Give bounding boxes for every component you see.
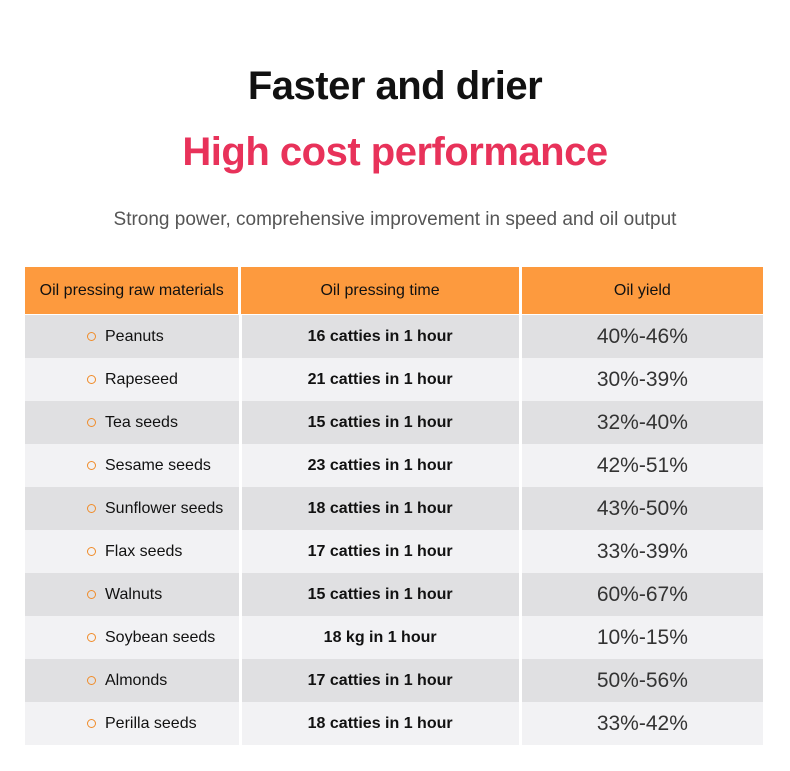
circle-bullet-icon [87,504,96,513]
pressing-time-cell: 15 catties in 1 hour [241,401,519,444]
material-cell: Sunflower seeds [25,487,239,530]
material-cell: Soybean seeds [25,616,239,659]
material-name: Sesame seeds [105,456,211,474]
oil-yield-cell: 10%-15% [521,616,763,659]
oil-yield-cell: 60%-67% [521,573,763,616]
material-name: Walnuts [105,585,163,603]
material-cell: Sesame seeds [25,444,239,487]
table-row: Soybean seeds 18 kg in 1 hour 10%-15% [25,616,763,659]
circle-bullet-icon [87,676,96,685]
oil-yield-cell: 43%-50% [521,487,763,530]
oil-yield-cell: 32%-40% [521,401,763,444]
page-subtitle: High cost performance [182,130,608,174]
oil-yield-value: 10%-15% [596,625,688,649]
column-header-materials: Oil pressing raw materials [25,267,239,314]
material-cell: Peanuts [25,315,239,358]
material-name: Sunflower seeds [105,499,224,517]
table-row: Peanuts 16 catties in 1 hour 40%-46% [25,315,763,358]
oil-yield-value: 32%-40% [596,410,688,434]
material-cell: Walnuts [25,573,239,616]
material-name: Tea seeds [105,413,178,431]
material-name: Soybean seeds [105,628,216,646]
material-cell: Perilla seeds [25,702,239,745]
oil-yield-cell: 33%-42% [521,702,763,745]
column-header-yield: Oil yield [521,267,764,314]
table-row: Perilla seeds 18 catties in 1 hour 33%-42% [25,702,763,745]
table-row: Rapeseed 21 catties in 1 hour 30%-39% [25,358,763,401]
table-row: Walnuts 15 catties in 1 hour 60%-67% [25,573,763,616]
oil-yield-cell: 30%-39% [521,358,763,401]
pressing-time-value: 21 catties in 1 hour [307,370,453,388]
oil-yield-cell: 42%-51% [521,444,763,487]
oil-yield-table: Oil pressing raw materials Oil pressing … [25,267,764,745]
oil-yield-value: 43%-50% [596,496,688,520]
circle-bullet-icon [87,461,96,470]
pressing-time-value: 18 kg in 1 hour [323,628,437,646]
pressing-time-value: 18 catties in 1 hour [307,499,453,517]
oil-yield-value: 42%-51% [596,453,688,477]
pressing-time-cell: 16 catties in 1 hour [241,315,519,358]
column-header-time: Oil pressing time [241,267,519,314]
oil-yield-value: 60%-67% [596,582,688,606]
pressing-time-value: 17 catties in 1 hour [307,671,453,689]
material-name: Flax seeds [105,542,183,560]
table-header-row: Oil pressing raw materials Oil pressing … [25,267,764,314]
page-tagline: Strong power, comprehensive improvement … [113,209,677,230]
table-row: Tea seeds 15 catties in 1 hour 32%-40% [25,401,763,444]
oil-yield-value: 40%-46% [596,324,688,348]
circle-bullet-icon [87,633,96,642]
material-cell: Almonds [25,659,239,702]
table-body: Peanuts 16 catties in 1 hour 40%-46% Rapese… [25,315,763,745]
oil-yield-value: 33%-42% [596,711,688,735]
circle-bullet-icon [87,590,96,599]
circle-bullet-icon [87,332,96,341]
pressing-time-value: 18 catties in 1 hour [307,714,453,732]
table-row: Sesame seeds 23 catties in 1 hour 42%-51% [25,444,763,487]
pressing-time-cell: 18 catties in 1 hour [241,702,519,745]
pressing-time-cell: 17 catties in 1 hour [241,659,519,702]
oil-yield-cell: 50%-56% [521,659,763,702]
table-row: Sunflower seeds 18 catties in 1 hour 43%-5… [25,487,763,530]
pressing-time-cell: 17 catties in 1 hour [241,530,519,573]
pressing-time-cell: 18 catties in 1 hour [241,487,519,530]
circle-bullet-icon [87,375,96,384]
circle-bullet-icon [87,547,96,556]
material-name: Rapeseed [105,370,178,388]
oil-yield-value: 50%-56% [596,668,688,692]
material-cell: Rapeseed [25,358,239,401]
pressing-time-value: 16 catties in 1 hour [307,327,453,345]
pressing-time-value: 17 catties in 1 hour [307,542,453,560]
oil-yield-value: 30%-39% [596,367,688,391]
table-row: Flax seeds 17 catties in 1 hour 33%-39% [25,530,763,573]
oil-yield-cell: 40%-46% [521,315,763,358]
material-cell: Flax seeds [25,530,239,573]
material-name: Peanuts [105,327,164,345]
oil-yield-value: 33%-39% [596,539,688,563]
page-title: Faster and drier [247,64,543,108]
pressing-time-value: 15 catties in 1 hour [307,413,453,431]
material-cell: Tea seeds [25,401,239,444]
pressing-time-cell: 15 catties in 1 hour [241,573,519,616]
circle-bullet-icon [87,418,96,427]
material-name: Perilla seeds [105,714,197,732]
pressing-time-cell: 21 catties in 1 hour [241,358,519,401]
material-name: Almonds [105,671,168,689]
circle-bullet-icon [87,719,96,728]
table-row: Almonds 17 catties in 1 hour 50%-56% [25,659,763,702]
pressing-time-value: 23 catties in 1 hour [307,456,453,474]
pressing-time-cell: 23 catties in 1 hour [241,444,519,487]
oil-yield-cell: 33%-39% [521,530,763,573]
pressing-time-cell: 18 kg in 1 hour [241,616,519,659]
pressing-time-value: 15 catties in 1 hour [307,585,453,603]
